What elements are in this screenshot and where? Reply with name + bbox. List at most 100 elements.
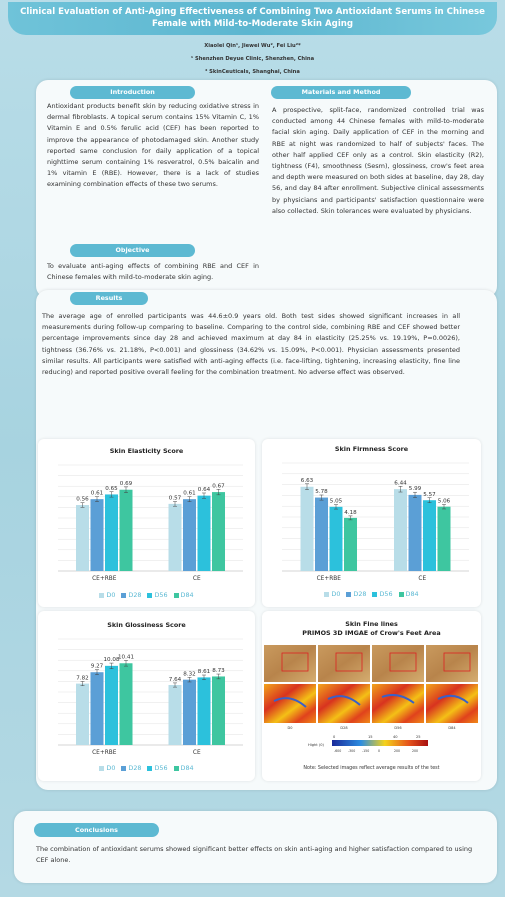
scale-tick: 15 xyxy=(368,735,373,739)
elasticity-card: Skin Elasticity Score 0.56 0.61 0.65 0.69 CE… xyxy=(38,439,255,607)
fine-lines-title: Skin Fine lines xyxy=(345,620,398,628)
bar xyxy=(212,676,225,745)
image-label-d56: D56 xyxy=(394,726,401,730)
bar xyxy=(119,489,133,571)
objective-text: To evaluate anti-aging effects of combin… xyxy=(47,262,259,282)
photo-d0 xyxy=(264,645,316,682)
image-label-d28: D28 xyxy=(340,726,347,730)
bar xyxy=(329,506,343,571)
scale-label: Hight (0) xyxy=(308,743,324,747)
legend-item: D28 xyxy=(121,591,141,599)
results-text: The average age of enrolled participants… xyxy=(42,312,460,377)
data-label: 10.08 xyxy=(103,657,119,663)
legend-item: D84 xyxy=(173,764,194,772)
category-label: CE+RBE xyxy=(317,576,342,582)
affiliation-2: ² SkinCeuticals, Shanghai, China xyxy=(205,69,300,75)
legend-item: D84 xyxy=(398,590,419,598)
data-label: 8.61 xyxy=(198,669,211,675)
legend-swatch xyxy=(398,591,404,597)
legend-swatch xyxy=(372,591,378,597)
scale-tick: -150 xyxy=(362,749,369,753)
data-label: 5.78 xyxy=(315,489,328,495)
data-label: 10.41 xyxy=(118,654,134,660)
legend-item: D0 xyxy=(324,590,340,598)
fine-lines-subtitle: PRIMOS 3D IMGAE of Crow's Feet Area xyxy=(302,629,441,637)
legend-swatch xyxy=(324,591,330,597)
legend-item: D28 xyxy=(346,590,366,598)
data-label: 0.64 xyxy=(198,487,211,493)
bar xyxy=(76,505,89,571)
bar xyxy=(183,679,196,745)
introduction-label: Introduction xyxy=(70,86,195,99)
bar xyxy=(105,494,118,571)
bar xyxy=(105,665,118,745)
bar xyxy=(168,503,182,571)
bar xyxy=(408,494,422,571)
color-scale xyxy=(332,740,428,746)
bar xyxy=(212,492,225,571)
photo-d84 xyxy=(426,645,478,682)
bar xyxy=(183,499,196,571)
bar xyxy=(423,500,436,571)
bar xyxy=(168,685,182,745)
heatmap-d56 xyxy=(372,684,424,723)
data-label: 5.05 xyxy=(330,499,343,505)
chart-title: Skin Firmness Score xyxy=(334,445,409,453)
legend-item: D0 xyxy=(99,764,115,772)
photo-d56 xyxy=(372,645,424,682)
legend-swatch xyxy=(121,765,127,771)
bar xyxy=(119,663,133,745)
legend-swatch xyxy=(173,592,179,598)
image-label-d0: D0 xyxy=(288,726,293,730)
bar xyxy=(90,499,104,571)
bar xyxy=(90,672,104,745)
scale-tick: 40 xyxy=(393,735,398,739)
heatmap-d0 xyxy=(264,684,316,723)
title-line-1: Clinical Evaluation of Anti-Aging Effect… xyxy=(20,7,485,17)
results-label: Results xyxy=(70,292,148,305)
scale-tick: 0 xyxy=(378,749,380,753)
data-label: 6.44 xyxy=(394,480,407,486)
category-label: CE+RBE xyxy=(92,750,117,756)
authors: Xiaolei Qin¹, Jiewei Wu², Fei Liu²* xyxy=(204,43,301,49)
primos-image-grid: D0 D28 D56 D84 0 15 40 25 Hight (0) -600… xyxy=(264,645,478,753)
bar xyxy=(315,497,328,571)
firmness-chart: 6.635.785.054.18 CE+RBE 6.445.995.575.06 CE xyxy=(282,462,469,582)
chart-legend: D0 D28 D56 D84 xyxy=(262,590,481,598)
scale-tick: 200 xyxy=(412,749,418,753)
firmness-card: Skin Firmness Score 6.63 5.78 5.05 4.18 CE+R… xyxy=(262,439,481,607)
methods-label: Materials and Method xyxy=(271,86,411,99)
data-label: 6.63 xyxy=(301,478,314,484)
data-label: 0.69 xyxy=(120,481,133,487)
chart-legend: D0 D28 D56 D84 xyxy=(38,764,255,772)
legend-swatch xyxy=(99,592,105,598)
conclusions-label: Conclusions xyxy=(34,823,159,837)
legend-item: D84 xyxy=(173,591,194,599)
bar xyxy=(344,517,357,571)
legend-swatch xyxy=(173,765,179,771)
category-label: CE xyxy=(193,576,201,582)
category-label: CE xyxy=(418,576,426,582)
data-label: 5.99 xyxy=(409,486,422,492)
scale-tick: -300 xyxy=(348,749,355,753)
heatmap-d28 xyxy=(318,684,370,723)
scale-tick: 0 xyxy=(333,735,336,739)
bar xyxy=(437,506,451,571)
legend-swatch xyxy=(346,591,352,597)
objective-label: Objective xyxy=(70,244,195,257)
data-label: 9.27 xyxy=(91,664,104,670)
bar xyxy=(300,486,314,571)
photo-d28 xyxy=(318,645,370,682)
introduction-text: Antioxidant products benefit skin by red… xyxy=(47,102,259,189)
scale-tick: 200 xyxy=(394,749,400,753)
legend-swatch xyxy=(121,592,127,598)
title-line-2: Female with Mild-to-Moderate Skin Aging xyxy=(151,18,354,29)
data-label: 5.57 xyxy=(423,492,436,498)
data-label: 4.18 xyxy=(344,510,357,516)
data-label: 0.61 xyxy=(183,491,196,497)
legend-item: D56 xyxy=(147,764,168,772)
bar xyxy=(394,489,407,571)
category-label: CE+RBE xyxy=(92,576,117,582)
image-label-d84: D84 xyxy=(448,726,456,730)
